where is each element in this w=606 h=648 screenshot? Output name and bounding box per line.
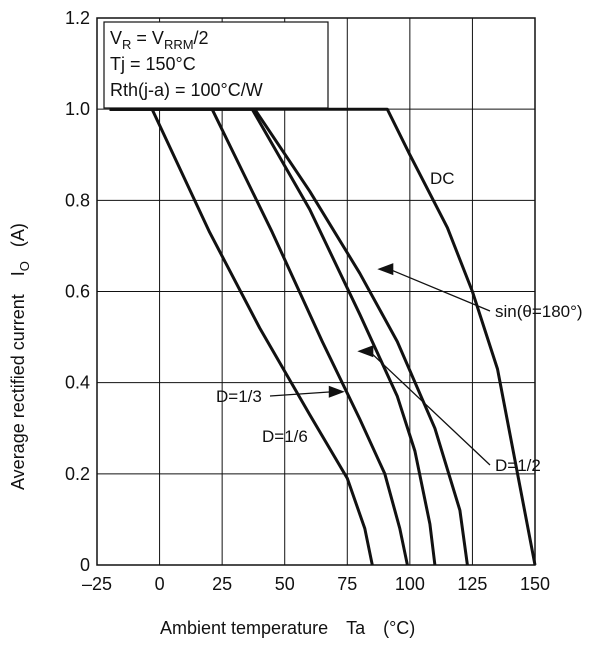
annotation-sin: sin(θ=180°): [495, 302, 583, 321]
series-line: [109, 107, 469, 566]
conditions-box: VR = VRRM/2 Tj = 150°C Rth(j-a) = 100°C/…: [103, 21, 329, 109]
x-tick-label: 75: [337, 574, 357, 594]
x-tick-label: 100: [395, 574, 425, 594]
y-tick-label: 0.4: [65, 373, 90, 393]
condition-vr: VR = VRRM/2: [110, 28, 209, 52]
annotation-d16: D=1/6: [262, 427, 308, 446]
annotation-leader: [389, 268, 491, 312]
conditions-frame: [103, 21, 329, 109]
y-tick-label: 1.0: [65, 99, 90, 119]
annotation-leader: [269, 391, 333, 397]
series-line: [109, 107, 409, 566]
curves: [109, 107, 537, 566]
y-tick-label: 0.8: [65, 190, 90, 210]
annotation-dc: DC: [430, 169, 455, 188]
y-tick-label: 0: [80, 555, 90, 575]
annotation-arrowhead: [328, 385, 345, 398]
annotation-d12: D=1/2: [495, 456, 541, 475]
y-tick-label: 1.2: [65, 8, 90, 28]
annotation-arrowhead: [377, 263, 394, 276]
series-line: [109, 107, 437, 566]
x-tick-label: –25: [82, 574, 112, 594]
plot-frame: [96, 17, 536, 566]
annotation-leader: [368, 350, 491, 466]
series-line: [109, 107, 374, 566]
y-axis-label: Average rectified currentIO(A): [8, 223, 32, 490]
x-axis-label: Ambient temperature Ta (°C): [160, 618, 415, 638]
annotation-arrowhead: [357, 345, 374, 358]
condition-tj: Tj = 150°C: [110, 54, 196, 74]
annotation-d13: D=1/3: [216, 387, 262, 406]
x-tick-label: 50: [275, 574, 295, 594]
x-tick-label: 150: [520, 574, 550, 594]
condition-rth: Rth(j-a) = 100°C/W: [110, 80, 263, 100]
series-line: [109, 107, 537, 566]
x-tick-label: 0: [155, 574, 165, 594]
annotations: DC sin(θ=180°) D=1/2 D=1/3 D=1/6: [216, 169, 583, 475]
y-tick-label: 0.6: [65, 282, 90, 302]
y-tick-label: 0.2: [65, 464, 90, 484]
x-tick-label: 125: [457, 574, 487, 594]
x-tick-label: 25: [212, 574, 232, 594]
